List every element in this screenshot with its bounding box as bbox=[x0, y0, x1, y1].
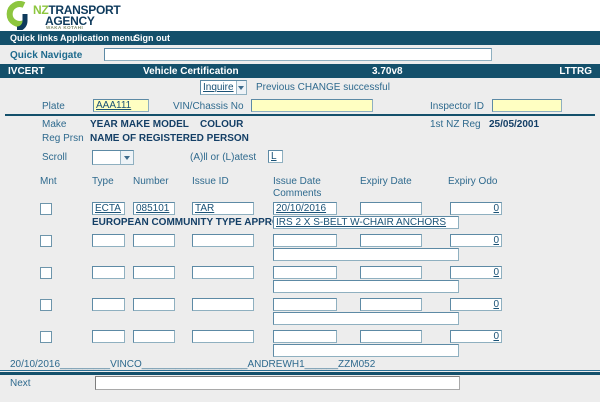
expiry-odo-input[interactable] bbox=[450, 266, 502, 279]
expiry-date-input[interactable] bbox=[360, 298, 422, 311]
issue-id-input[interactable] bbox=[192, 330, 254, 343]
issue-id-input[interactable] bbox=[192, 202, 254, 215]
mnt-checkbox[interactable] bbox=[40, 331, 52, 343]
type-input[interactable] bbox=[92, 330, 125, 343]
menu-bar: Quick links Application menu Sign out bbox=[0, 31, 600, 45]
col-header-number: Number bbox=[133, 176, 169, 187]
type-description: EUROPEAN COMMUNITY TYPE APPROV bbox=[92, 217, 286, 228]
col-header-expiry-date: Expiry Date bbox=[360, 176, 412, 187]
number-input[interactable] bbox=[133, 202, 175, 215]
issue-id-input[interactable] bbox=[192, 266, 254, 279]
type-input[interactable] bbox=[92, 202, 125, 215]
divider bbox=[0, 372, 600, 375]
col-header-comments: Comments bbox=[273, 188, 321, 199]
make-value: YEAR MAKE MODEL bbox=[90, 119, 189, 130]
issue-date-input[interactable] bbox=[273, 330, 337, 343]
quick-navigate-input[interactable] bbox=[104, 48, 492, 61]
comments-input[interactable] bbox=[273, 312, 459, 325]
number-input[interactable] bbox=[133, 266, 175, 279]
issue-date-input[interactable] bbox=[273, 298, 337, 311]
vin-input[interactable] bbox=[251, 99, 373, 112]
col-header-expiry-odo: Expiry Odo bbox=[448, 176, 497, 187]
expiry-odo-input[interactable] bbox=[450, 234, 502, 247]
app-header: NZTRANSPORT AGENCY WAKA KOTAHI bbox=[0, 0, 600, 31]
scroll-label: Scroll bbox=[42, 152, 67, 163]
first-nz-reg-label: 1st NZ Reg bbox=[430, 119, 481, 130]
chevron-down-icon[interactable] bbox=[236, 81, 246, 94]
expiry-date-input[interactable] bbox=[360, 330, 422, 343]
reg-person-value: NAME OF REGISTERED PERSON bbox=[90, 133, 249, 144]
title-bar: IVCERT Vehicle Certification 3.70v8 LTTR… bbox=[0, 64, 600, 78]
mnt-checkbox[interactable] bbox=[40, 267, 52, 279]
expiry-odo-input[interactable] bbox=[450, 298, 502, 311]
expiry-odo-input[interactable] bbox=[450, 202, 502, 215]
comments-input[interactable] bbox=[273, 280, 459, 293]
nzta-logo-icon bbox=[4, 1, 34, 30]
next-input[interactable] bbox=[95, 376, 460, 390]
comments-input[interactable] bbox=[273, 344, 459, 357]
plate-label: Plate bbox=[42, 101, 65, 112]
col-header-issue-id: Issue ID bbox=[192, 176, 229, 187]
reg-person-label: Reg Prsn bbox=[42, 133, 84, 144]
mnt-checkbox[interactable] bbox=[40, 235, 52, 247]
comments-input[interactable] bbox=[273, 216, 459, 229]
first-nz-reg-value: 25/05/2001 bbox=[489, 119, 539, 130]
all-or-latest-label: (A)ll or (L)atest bbox=[190, 152, 256, 163]
type-input[interactable] bbox=[92, 298, 125, 311]
issue-date-input[interactable] bbox=[273, 202, 337, 215]
status-message: Previous CHANGE successful bbox=[256, 82, 390, 93]
divider bbox=[0, 370, 600, 371]
menu-item-application-menu[interactable]: Application menu bbox=[60, 33, 136, 43]
issue-date-input[interactable] bbox=[273, 266, 337, 279]
number-input[interactable] bbox=[133, 234, 175, 247]
app-version: 3.70v8 bbox=[372, 66, 403, 77]
number-input[interactable] bbox=[133, 330, 175, 343]
type-input[interactable] bbox=[92, 266, 125, 279]
comments-input[interactable] bbox=[273, 248, 459, 261]
plate-input[interactable] bbox=[93, 99, 149, 112]
make-label: Make bbox=[42, 119, 66, 130]
col-header-mnt: Mnt bbox=[40, 176, 57, 187]
col-header-type: Type bbox=[92, 176, 114, 187]
mode-select[interactable]: Inquire bbox=[200, 80, 247, 95]
inspector-id-label: Inspector ID bbox=[430, 101, 484, 112]
menu-item-quick-links[interactable]: Quick links bbox=[10, 33, 58, 43]
expiry-date-input[interactable] bbox=[360, 234, 422, 247]
number-input[interactable] bbox=[133, 298, 175, 311]
expiry-date-input[interactable] bbox=[360, 266, 422, 279]
mnt-checkbox[interactable] bbox=[40, 299, 52, 311]
menu-item-sign-out[interactable]: Sign out bbox=[134, 33, 170, 43]
ivcert-app: NZTRANSPORT AGENCY WAKA KOTAHI Quick lin… bbox=[0, 0, 600, 402]
colour-value: COLOUR bbox=[200, 119, 243, 130]
app-code: IVCERT bbox=[8, 66, 45, 77]
vin-label: VIN/Chassis No bbox=[173, 101, 244, 112]
issue-id-input[interactable] bbox=[192, 234, 254, 247]
next-label: Next bbox=[10, 378, 31, 389]
mode-select-value: Inquire bbox=[201, 82, 236, 93]
expiry-date-input[interactable] bbox=[360, 202, 422, 215]
quick-navigate-label: Quick Navigate bbox=[10, 50, 82, 61]
type-input[interactable] bbox=[92, 234, 125, 247]
issue-date-input[interactable] bbox=[273, 234, 337, 247]
inspector-id-input[interactable] bbox=[492, 99, 562, 112]
mnt-checkbox[interactable] bbox=[40, 203, 52, 215]
col-header-issue-date: Issue Date bbox=[273, 176, 321, 187]
all-or-latest-input[interactable] bbox=[268, 150, 283, 163]
scroll-select[interactable] bbox=[92, 150, 134, 165]
divider bbox=[5, 114, 595, 116]
chevron-down-icon[interactable] bbox=[120, 151, 133, 164]
audit-line: 20/10/2016_________VINCO________________… bbox=[10, 359, 375, 370]
expiry-odo-input[interactable] bbox=[450, 330, 502, 343]
issue-id-input[interactable] bbox=[192, 298, 254, 311]
terminal-id: LTTRG bbox=[559, 66, 592, 77]
logo-tagline: WAKA KOTAHI bbox=[46, 25, 83, 30]
screen-title: Vehicle Certification bbox=[143, 66, 239, 77]
